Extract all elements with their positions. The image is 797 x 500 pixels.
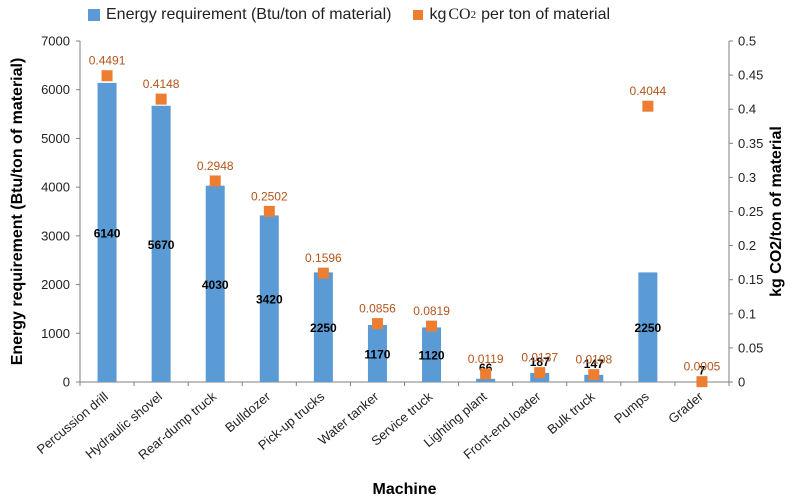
y2-tick-label: 0.1 bbox=[738, 306, 756, 321]
bar bbox=[476, 378, 496, 382]
legend-swatch-co2 bbox=[413, 10, 424, 20]
co2-value-label: 0.0108 bbox=[575, 353, 612, 367]
y2-tick-label: 0.45 bbox=[738, 68, 763, 83]
bar-value-label: 3420 bbox=[256, 293, 283, 307]
co2-value-label: 0.4044 bbox=[630, 84, 667, 98]
bar-value-label: 5670 bbox=[148, 238, 175, 252]
x-axis-title: Machine bbox=[372, 481, 436, 498]
legend-label-energy: Energy requirement (Btu/ton of material) bbox=[106, 6, 392, 23]
co2-value-label: 0.2502 bbox=[251, 189, 288, 203]
y2-tick-label: 0.35 bbox=[738, 136, 763, 151]
co2-value-label: 0.4148 bbox=[143, 77, 180, 91]
bar bbox=[151, 105, 171, 382]
bar-value-label: 187 bbox=[530, 355, 550, 369]
co2-value-label: 0.0119 bbox=[468, 352, 504, 366]
y-tick-label: 5000 bbox=[41, 131, 70, 146]
legend-label-co2-suffix: per ton of material bbox=[481, 6, 611, 23]
co2-point bbox=[263, 205, 275, 217]
co2-value-label: 0.2948 bbox=[197, 159, 234, 173]
y2-tick-label: 0.25 bbox=[738, 204, 763, 219]
bar-value-label: 147 bbox=[584, 357, 604, 371]
bar bbox=[638, 272, 658, 382]
y2-axis-title: kg CO2/ton of material bbox=[768, 126, 785, 297]
legend-item-co2: kg CO 2 per ton of material bbox=[413, 6, 610, 24]
x-tick-label: Grader bbox=[665, 388, 706, 426]
y2-tick-label: 0.3 bbox=[738, 170, 756, 185]
y-tick-label: 3000 bbox=[41, 228, 70, 243]
co2-point bbox=[155, 93, 167, 105]
co2-value-label: 0.0137 bbox=[521, 351, 558, 365]
bar bbox=[97, 82, 117, 382]
y-tick-label: 4000 bbox=[41, 180, 70, 195]
bar bbox=[205, 185, 225, 382]
bar-value-label: 1170 bbox=[364, 348, 390, 362]
y2-tick-label: 0.2 bbox=[738, 238, 756, 253]
co2-value-label: 0.1596 bbox=[305, 251, 342, 265]
co2-point bbox=[101, 70, 113, 82]
y2-tick-label: 0.15 bbox=[738, 272, 763, 287]
x-tick-label: Bulk truck bbox=[544, 388, 598, 436]
y-axis-title: Energy requirement (Btu/ton of material) bbox=[9, 58, 26, 366]
co2-point bbox=[588, 369, 600, 381]
co2-value-label: 0.4491 bbox=[89, 54, 126, 68]
co2-point bbox=[642, 100, 654, 112]
bar-value-label: 2250 bbox=[635, 321, 662, 335]
co2-value-label: 0.0819 bbox=[413, 304, 450, 318]
y-tick-label: 0 bbox=[63, 375, 70, 390]
y2-tick-label: 0.5 bbox=[738, 34, 756, 49]
co2-point bbox=[534, 367, 546, 379]
legend-label-co2-prefix: kg bbox=[429, 6, 447, 23]
co2-point bbox=[209, 175, 221, 187]
bar-value-label: 1120 bbox=[419, 349, 445, 363]
bar bbox=[422, 327, 442, 382]
bar-value-label: 2250 bbox=[310, 321, 337, 335]
bar bbox=[259, 215, 279, 382]
co2-value-label: 0.0856 bbox=[359, 302, 396, 316]
co2-value-label: 0.0005 bbox=[684, 360, 721, 374]
x-tick-label: Pumps bbox=[611, 388, 652, 426]
y-tick-label: 2000 bbox=[41, 277, 70, 292]
co2-point bbox=[696, 376, 708, 388]
legend-item-energy: Energy requirement (Btu/ton of material) bbox=[88, 6, 391, 24]
bar-value-label: 6140 bbox=[94, 226, 121, 240]
y2-tick-label: 0.4 bbox=[738, 102, 756, 117]
co2-point bbox=[317, 267, 329, 279]
legend: Energy requirement (Btu/ton of material)… bbox=[88, 4, 632, 26]
co2-point bbox=[480, 368, 492, 380]
co2-point bbox=[371, 318, 383, 330]
bar-value-label: 7 bbox=[699, 364, 706, 378]
y-tick-label: 7000 bbox=[41, 34, 70, 49]
legend-swatch-energy bbox=[88, 9, 100, 21]
y-tick-label: 6000 bbox=[41, 82, 70, 97]
bar bbox=[367, 325, 387, 382]
y-tick-label: 1000 bbox=[41, 326, 70, 341]
bar-value-label: 4030 bbox=[202, 278, 229, 292]
bar bbox=[313, 272, 333, 382]
x-tick-label: Bulldozer bbox=[222, 388, 274, 435]
legend-label-co2-chem: CO bbox=[448, 6, 471, 23]
y2-tick-label: 0.05 bbox=[738, 340, 763, 355]
legend-label-co2-sub: 2 bbox=[470, 9, 477, 21]
co2-point bbox=[426, 320, 438, 332]
y2-tick-label: 0 bbox=[738, 375, 745, 390]
